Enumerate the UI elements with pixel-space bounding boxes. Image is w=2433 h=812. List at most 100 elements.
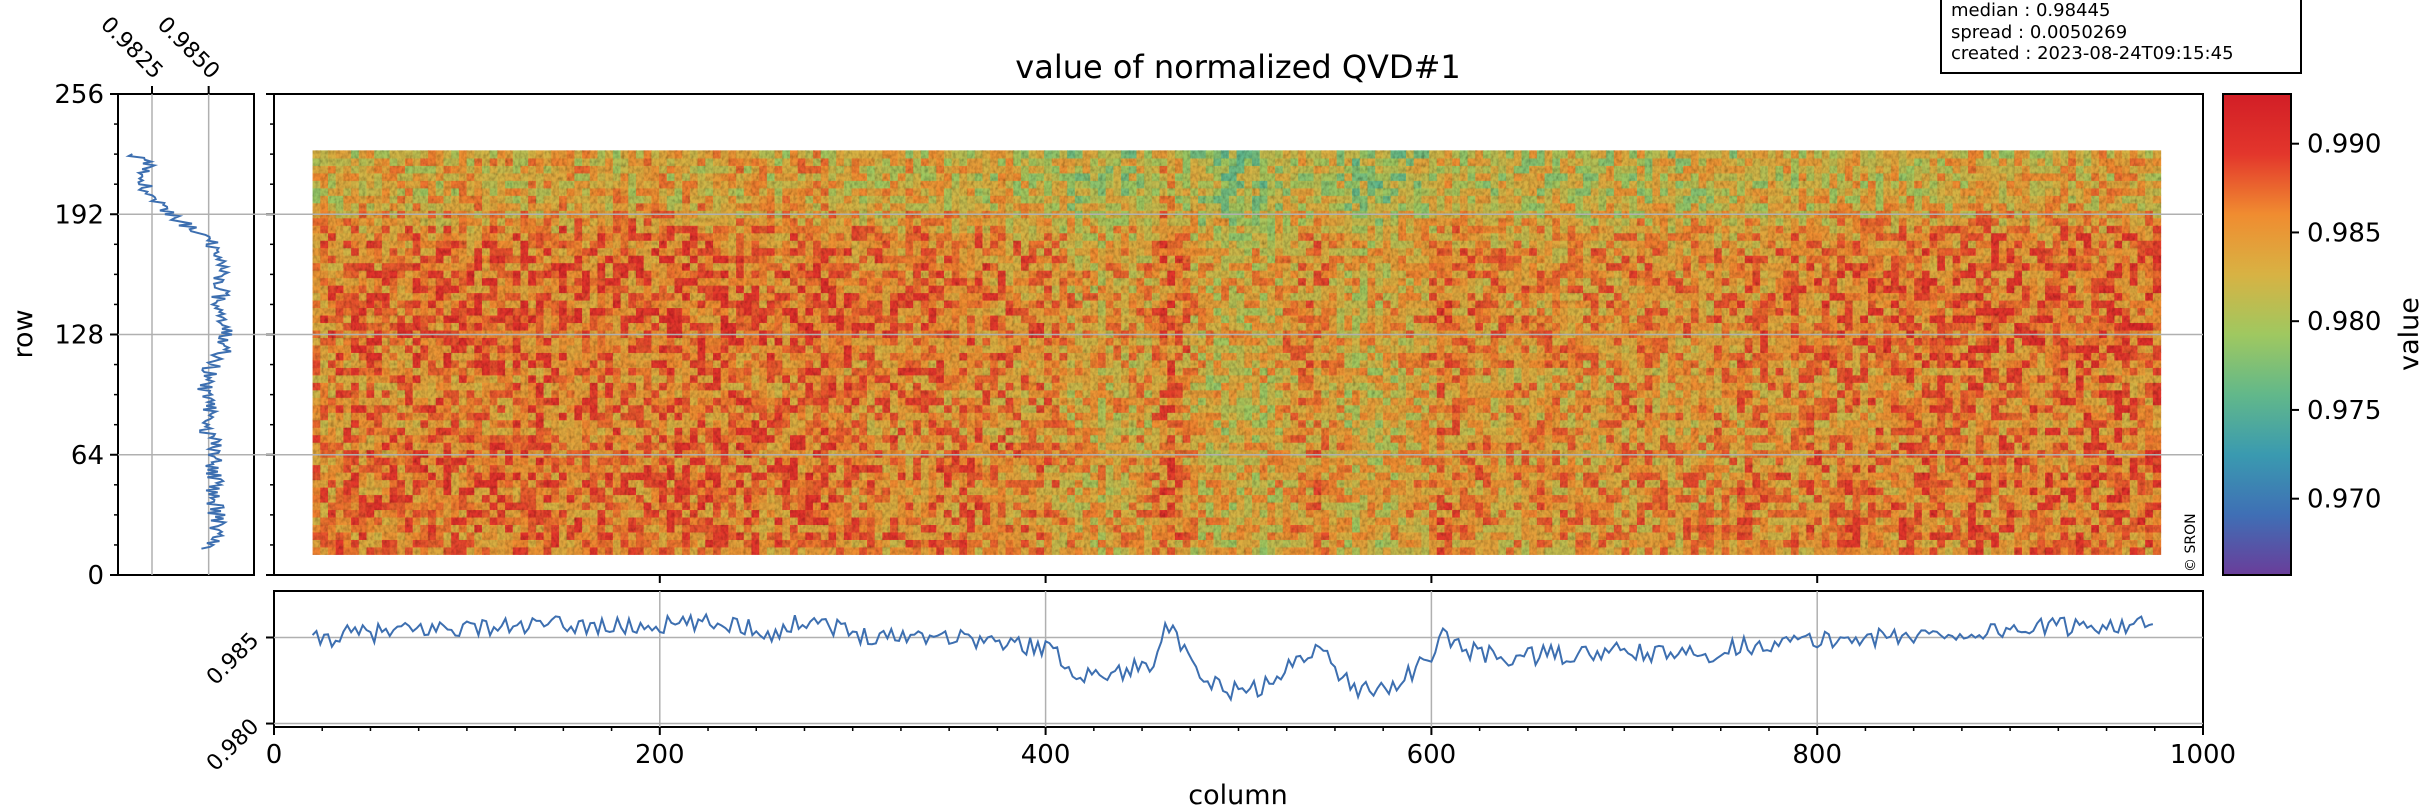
heatmap-cell bbox=[505, 412, 514, 421]
heatmap-cell bbox=[335, 524, 344, 533]
heatmap-cell bbox=[1921, 404, 1931, 413]
heatmap-cell bbox=[1852, 516, 1861, 526]
heatmap-cell bbox=[474, 487, 483, 496]
heatmap-cell bbox=[1090, 464, 1099, 473]
heatmap-cell bbox=[1606, 509, 1615, 518]
heatmap-cell bbox=[2129, 539, 2139, 548]
heatmap-cell bbox=[967, 516, 976, 526]
heatmap-cell bbox=[1629, 472, 1638, 481]
heatmap-cell bbox=[1783, 501, 1792, 511]
heatmap-cell bbox=[712, 457, 722, 466]
heatmap-cell bbox=[1498, 487, 1507, 496]
heatmap-cell bbox=[1036, 531, 1045, 540]
heatmap-cell bbox=[1236, 457, 1245, 466]
heatmap-cell bbox=[766, 516, 776, 526]
heatmap-cell bbox=[1852, 539, 1861, 548]
heatmap-cell bbox=[1221, 546, 1230, 555]
heatmap-cell bbox=[1975, 449, 1985, 458]
heatmap-cell bbox=[1205, 494, 1215, 503]
heatmap-cell bbox=[1968, 531, 1977, 540]
heatmap-cell bbox=[1221, 509, 1230, 518]
heatmap-cell bbox=[1182, 412, 1191, 421]
heatmap-cell bbox=[1036, 464, 1045, 473]
heatmap-cell bbox=[967, 509, 976, 518]
heatmap-cell bbox=[466, 412, 475, 421]
heatmap-cell bbox=[1221, 397, 1230, 406]
heatmap-cell bbox=[404, 412, 414, 421]
heatmap-cell bbox=[1259, 516, 1268, 526]
heatmap-cell bbox=[836, 434, 845, 443]
heatmap-cell bbox=[1213, 442, 1222, 451]
heatmap-cell bbox=[990, 419, 999, 428]
heatmap-cell bbox=[1236, 531, 1245, 540]
heatmap-cell bbox=[1829, 546, 1838, 555]
heatmap-cell bbox=[2083, 449, 2092, 458]
heatmap-cell bbox=[1983, 457, 1992, 466]
heatmap-cell bbox=[1498, 449, 1507, 458]
heatmap-cell bbox=[551, 397, 560, 406]
heatmap-cell bbox=[1352, 539, 1361, 548]
heatmap-cell bbox=[374, 404, 383, 413]
heatmap-cell bbox=[1752, 464, 1761, 473]
heatmap-cell bbox=[1097, 442, 1107, 451]
heatmap-cell bbox=[1767, 427, 1777, 436]
heatmap-cell bbox=[1405, 531, 1415, 540]
heatmap-cell bbox=[1690, 397, 1700, 406]
heatmap-cell bbox=[1798, 404, 1807, 413]
heatmap-cell bbox=[967, 479, 976, 488]
heatmap-cell bbox=[1490, 457, 1499, 466]
heatmap-cell bbox=[1675, 509, 1684, 518]
heatmap-cell bbox=[666, 524, 676, 533]
heatmap-cell bbox=[1898, 501, 1908, 511]
heatmap-cell bbox=[358, 546, 368, 555]
heatmap-cell bbox=[574, 494, 583, 503]
heatmap-cell bbox=[689, 419, 699, 428]
heatmap-cell bbox=[458, 487, 468, 496]
heatmap-cell bbox=[1867, 516, 1877, 526]
heatmap-cell bbox=[697, 494, 706, 503]
heatmap-cell bbox=[1059, 531, 1068, 540]
heatmap-cell bbox=[497, 524, 506, 533]
heatmap-cell bbox=[997, 419, 1007, 428]
heatmap-cell bbox=[1598, 419, 1607, 428]
heatmap-cell bbox=[1583, 464, 1592, 473]
heatmap-cell bbox=[1413, 546, 1422, 555]
heatmap-cell bbox=[1667, 472, 1677, 481]
heatmap-cell bbox=[1413, 434, 1422, 443]
heatmap-cell bbox=[843, 449, 853, 458]
heatmap-cell bbox=[1559, 531, 1569, 540]
heatmap-cell bbox=[512, 494, 522, 503]
heatmap-cell bbox=[2052, 487, 2062, 496]
heatmap-cell bbox=[1205, 442, 1215, 451]
heatmap-cell bbox=[874, 479, 883, 488]
heatmap-cell bbox=[882, 509, 891, 518]
heatmap-cell bbox=[1598, 412, 1607, 421]
heatmap-cell bbox=[1113, 472, 1122, 481]
heatmap-cell bbox=[1760, 442, 1769, 451]
heatmap-cell bbox=[843, 427, 853, 436]
heatmap-cell bbox=[1536, 472, 1546, 481]
heatmap-cell bbox=[736, 427, 745, 436]
heatmap-cell bbox=[1937, 464, 1946, 473]
heatmap-cell bbox=[974, 427, 984, 436]
heatmap-cell bbox=[343, 434, 352, 443]
heatmap-cell bbox=[1282, 464, 1292, 473]
heatmap-cell bbox=[597, 546, 606, 555]
heatmap-cell bbox=[1251, 412, 1261, 421]
heatmap-cell bbox=[774, 531, 783, 540]
heatmap-cell bbox=[2029, 419, 2038, 428]
heatmap-cell bbox=[1136, 412, 1145, 421]
heatmap-cell bbox=[1844, 419, 1854, 428]
heatmap-cell bbox=[605, 412, 614, 421]
heatmap-cell bbox=[1660, 501, 1669, 511]
heatmap-cell bbox=[920, 397, 930, 406]
heatmap-cell bbox=[1429, 442, 1438, 451]
heatmap-cell bbox=[682, 479, 691, 488]
heatmap-cell bbox=[751, 412, 760, 421]
heatmap-cell bbox=[2122, 531, 2131, 540]
heatmap-cell bbox=[474, 494, 483, 503]
heatmap-cell bbox=[1998, 434, 2008, 443]
heatmap-cell bbox=[428, 427, 437, 436]
heatmap-cell bbox=[1606, 404, 1615, 413]
heatmap-cell bbox=[1198, 404, 1207, 413]
